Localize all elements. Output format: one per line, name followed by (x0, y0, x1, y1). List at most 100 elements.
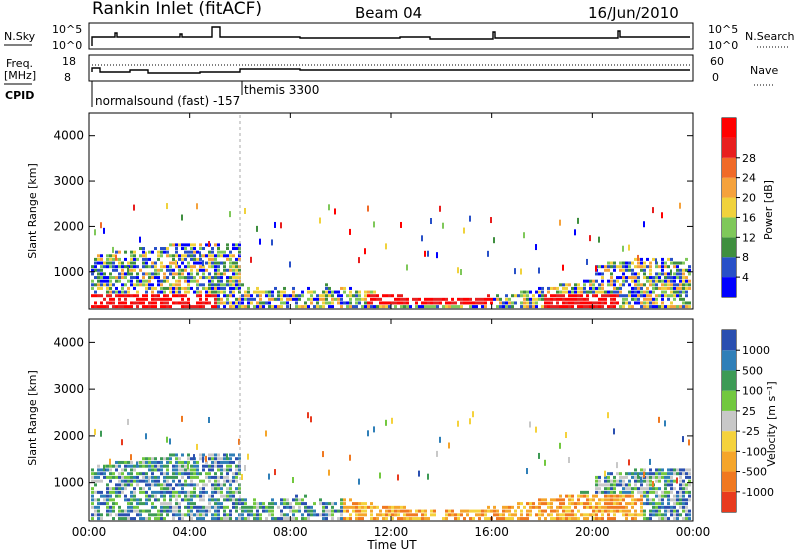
power-cell (619, 265, 622, 269)
velocity-cell (268, 509, 271, 513)
velocity-cell (169, 457, 172, 461)
velocity-cell (562, 505, 565, 509)
power-cell (544, 301, 547, 305)
power-cell (217, 254, 220, 258)
power-cell (616, 276, 619, 280)
velocity-cell (226, 498, 229, 502)
velocity-cell (94, 475, 97, 479)
velocity-cell (658, 505, 661, 509)
power-cell (124, 283, 127, 287)
velocity-cell (661, 505, 664, 509)
velocity-cell (133, 498, 136, 502)
power-cell (553, 286, 556, 290)
power-cell (247, 290, 250, 294)
power-cell (628, 290, 631, 294)
velocity-cell (649, 509, 652, 513)
power-cell (100, 301, 103, 305)
power-cell (601, 297, 604, 301)
velocity-cell (580, 513, 583, 517)
velocity-cell (115, 483, 118, 487)
velocity-cell (106, 502, 109, 506)
power-cell (109, 254, 112, 258)
power-cell (550, 305, 553, 309)
velocity-cell (202, 453, 205, 457)
velocity-cell (175, 494, 178, 498)
velocity-cell (598, 490, 601, 494)
power-cell (430, 305, 433, 309)
velocity-cell (160, 502, 163, 506)
velocity-cell (529, 505, 532, 509)
power-cell (124, 290, 127, 294)
velocity-cell (193, 464, 196, 468)
power-cell (589, 279, 592, 283)
power-cell (418, 297, 421, 301)
power-cell (187, 254, 190, 258)
power-colorbar-tick-label: 28 (742, 152, 756, 165)
power-cell (163, 294, 166, 298)
power-cell (286, 305, 289, 309)
velocity-cell (667, 490, 670, 494)
power-cell (562, 294, 565, 298)
power-cell (211, 265, 214, 269)
velocity-cell (607, 494, 610, 498)
power-cell (355, 294, 358, 298)
power-cell (157, 297, 160, 301)
velocity-cell (277, 505, 280, 509)
power-cell (631, 286, 634, 290)
power-cell (286, 301, 289, 305)
power-cell (385, 294, 388, 298)
velocity-cell (280, 509, 283, 513)
power-cell (637, 301, 640, 305)
velocity-cell (427, 473, 429, 480)
velocity-cell (340, 513, 343, 517)
freq-left-label: Freq. (6, 57, 33, 70)
power-cell (184, 268, 187, 272)
velocity-cell (613, 490, 616, 494)
velocity-cell (382, 517, 385, 521)
velocity-colorbar-segment (722, 330, 736, 351)
velocity-cell (184, 494, 187, 498)
power-cell (439, 297, 442, 301)
velocity-cell (214, 472, 217, 476)
velocity-cell (472, 517, 475, 521)
power-cell (622, 297, 625, 301)
velocity-cell (667, 475, 670, 479)
velocity-cell (208, 498, 211, 502)
velocity-cell (295, 498, 298, 502)
power-cell (142, 276, 145, 280)
power-cell (451, 297, 454, 301)
power-cell (595, 286, 598, 290)
power-cell (160, 286, 163, 290)
power-cell (535, 301, 538, 305)
velocity-cell (358, 517, 361, 521)
power-cell (520, 294, 523, 298)
velocity-cell (148, 513, 151, 517)
power-cell (571, 286, 574, 290)
velocity-cell (484, 513, 487, 517)
power-cell (193, 257, 196, 261)
power-cell (205, 290, 208, 294)
velocity-cell (226, 453, 228, 460)
velocity-cell (271, 502, 274, 506)
power-cell (226, 297, 229, 301)
velocity-cell (115, 502, 118, 506)
velocity-cell (172, 490, 175, 494)
velocity-cell (643, 513, 646, 517)
velocity-cell (367, 430, 369, 437)
velocity-cell (211, 494, 214, 498)
velocity-cell (385, 419, 387, 426)
velocity-cell (133, 505, 136, 509)
velocity-cell (511, 517, 514, 521)
power-cell (271, 305, 274, 309)
power-cell (451, 301, 454, 305)
power-cell (334, 208, 336, 215)
velocity-cell (163, 498, 166, 502)
velocity-cell (673, 472, 676, 476)
power-cell (211, 254, 214, 258)
velocity-cell (169, 460, 172, 464)
power-cell (97, 279, 100, 283)
power-cell (202, 265, 205, 269)
velocity-cell (256, 502, 259, 506)
velocity-cell (583, 505, 586, 509)
power-cell (610, 276, 613, 280)
